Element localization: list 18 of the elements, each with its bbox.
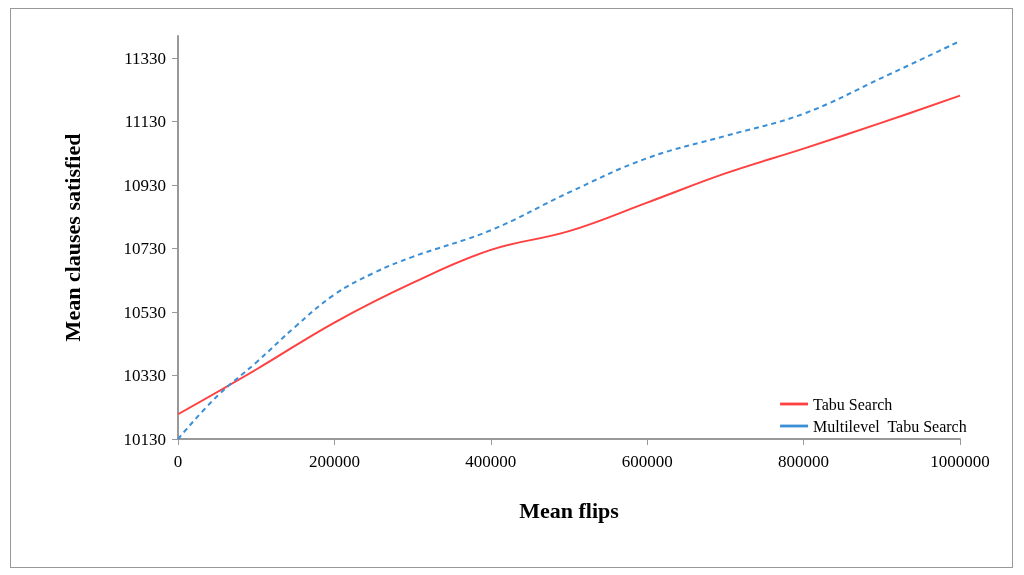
y-axis-title: Mean clauses satisfied xyxy=(59,133,85,342)
y-tick-label: 11130 xyxy=(124,112,166,132)
y-tick-label: 10330 xyxy=(123,366,166,386)
line-series xyxy=(177,94,961,416)
y-tick-label: 10130 xyxy=(123,429,166,449)
y-tick-label: 10930 xyxy=(123,175,166,195)
y-tick-label: 10530 xyxy=(123,302,166,322)
legend-label: Tabu Search xyxy=(813,395,893,413)
x-tick-label: 0 xyxy=(173,452,183,471)
x-axis-title: Mean flips xyxy=(519,497,620,523)
x-tick-label: 600000 xyxy=(621,452,673,471)
legend-label: Multilevel Tabu Search xyxy=(813,417,967,435)
y-tick-label: 10730 xyxy=(123,239,166,259)
x-tick-label: 1000000 xyxy=(930,452,990,471)
x-tick-label: 400000 xyxy=(465,452,517,471)
y-tick-label: 11330 xyxy=(124,48,166,68)
x-tick-label: 800000 xyxy=(778,452,830,471)
x-tick-label: 200000 xyxy=(308,452,360,471)
